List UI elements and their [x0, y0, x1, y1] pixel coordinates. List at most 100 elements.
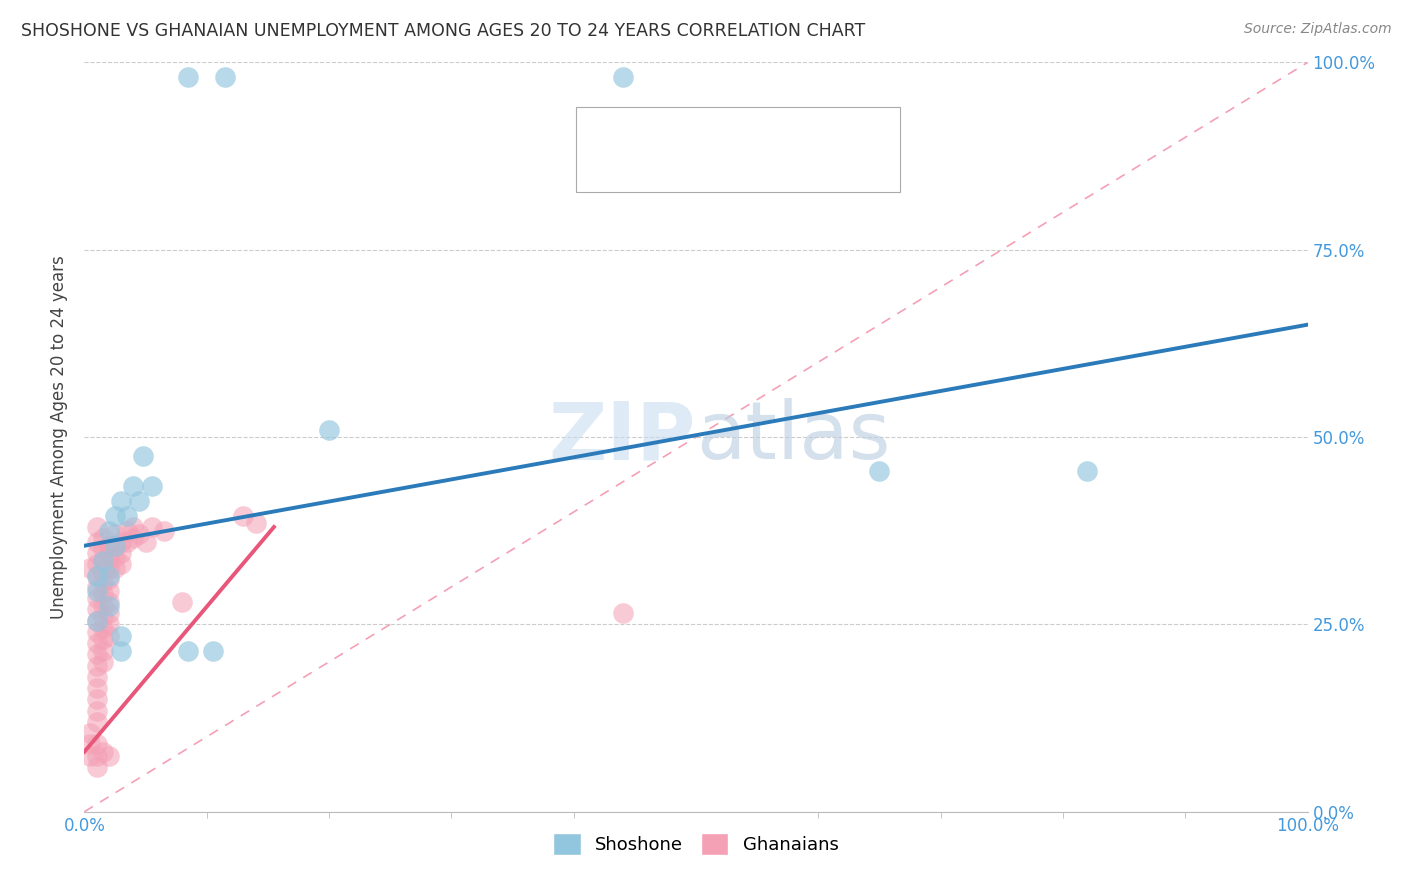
Point: [110, 558, 132, 572]
Point: [86, 760, 108, 774]
Point: [86, 580, 108, 594]
Point: [91, 599, 114, 613]
Point: [97, 629, 120, 643]
Point: [91, 632, 114, 647]
Point: [104, 527, 127, 541]
Point: [232, 508, 254, 523]
Point: [110, 643, 132, 657]
Point: [1076, 464, 1098, 478]
Point: [86, 658, 108, 673]
Point: [318, 423, 340, 437]
Point: [86, 546, 108, 560]
Point: [91, 587, 114, 601]
Point: [172, 595, 194, 609]
Point: [104, 539, 127, 553]
Point: [79, 748, 101, 763]
Point: [97, 549, 120, 564]
Point: [104, 549, 127, 564]
Point: [79, 737, 101, 751]
Point: [97, 561, 120, 575]
Point: [97, 539, 120, 553]
Point: [141, 479, 163, 493]
Point: [86, 636, 108, 650]
Point: [122, 520, 145, 534]
Point: [91, 643, 114, 657]
Point: [86, 568, 108, 582]
Point: [97, 583, 120, 598]
Point: [141, 520, 163, 534]
Point: [86, 704, 108, 718]
Point: [869, 464, 891, 478]
Point: [86, 602, 108, 616]
Point: [91, 576, 114, 591]
Point: [97, 748, 120, 763]
Point: [115, 524, 138, 538]
Point: [86, 648, 108, 662]
Point: [97, 568, 120, 582]
Point: [86, 748, 108, 763]
Text: R = 0.263   N = 68: R = 0.263 N = 68: [628, 156, 799, 174]
Point: [177, 643, 200, 657]
Point: [110, 629, 132, 643]
Point: [86, 624, 108, 639]
Point: [91, 565, 114, 579]
Point: [214, 70, 236, 85]
Point: [86, 614, 108, 628]
Point: [79, 726, 101, 740]
Point: [104, 539, 127, 553]
Legend: Shoshone, Ghanaians: Shoshone, Ghanaians: [547, 826, 845, 863]
Point: [201, 643, 224, 657]
Point: [86, 737, 108, 751]
Point: [104, 508, 127, 523]
Point: [132, 449, 155, 463]
Point: [153, 524, 176, 538]
Point: [110, 493, 132, 508]
Point: [104, 561, 127, 575]
Point: [86, 583, 108, 598]
Point: [115, 535, 138, 549]
Point: [110, 535, 132, 549]
Point: [86, 614, 108, 628]
Point: [91, 745, 114, 759]
Text: ZIP: ZIP: [548, 398, 696, 476]
Point: [177, 70, 200, 85]
Point: [97, 617, 120, 632]
Text: R = 0.247   N = 24: R = 0.247 N = 24: [628, 120, 799, 138]
Point: [97, 599, 120, 613]
Point: [128, 493, 150, 508]
Point: [86, 714, 108, 729]
Point: [91, 542, 114, 557]
Point: [97, 573, 120, 587]
Point: [86, 520, 108, 534]
Point: [86, 670, 108, 684]
Point: [86, 535, 108, 549]
Point: [91, 554, 114, 568]
Point: [245, 516, 267, 531]
Point: [86, 568, 108, 582]
Text: Source: ZipAtlas.com: Source: ZipAtlas.com: [1244, 22, 1392, 37]
Point: [86, 681, 108, 695]
Point: [612, 70, 634, 85]
Point: [91, 531, 114, 545]
Point: [91, 655, 114, 669]
Point: [97, 595, 120, 609]
Point: [79, 561, 101, 575]
Point: [135, 535, 157, 549]
Point: [115, 508, 138, 523]
Point: [86, 558, 108, 572]
Point: [86, 692, 108, 706]
Point: [128, 527, 150, 541]
Point: [122, 531, 145, 545]
Point: [91, 621, 114, 635]
Text: atlas: atlas: [696, 398, 890, 476]
Text: SHOSHONE VS GHANAIAN UNEMPLOYMENT AMONG AGES 20 TO 24 YEARS CORRELATION CHART: SHOSHONE VS GHANAIAN UNEMPLOYMENT AMONG …: [21, 22, 865, 40]
Point: [97, 524, 120, 538]
Y-axis label: Unemployment Among Ages 20 to 24 years: Unemployment Among Ages 20 to 24 years: [51, 255, 69, 619]
Point: [91, 554, 114, 568]
Point: [91, 610, 114, 624]
Point: [110, 546, 132, 560]
Point: [97, 606, 120, 620]
Point: [86, 591, 108, 606]
Point: [122, 479, 145, 493]
Point: [612, 606, 634, 620]
